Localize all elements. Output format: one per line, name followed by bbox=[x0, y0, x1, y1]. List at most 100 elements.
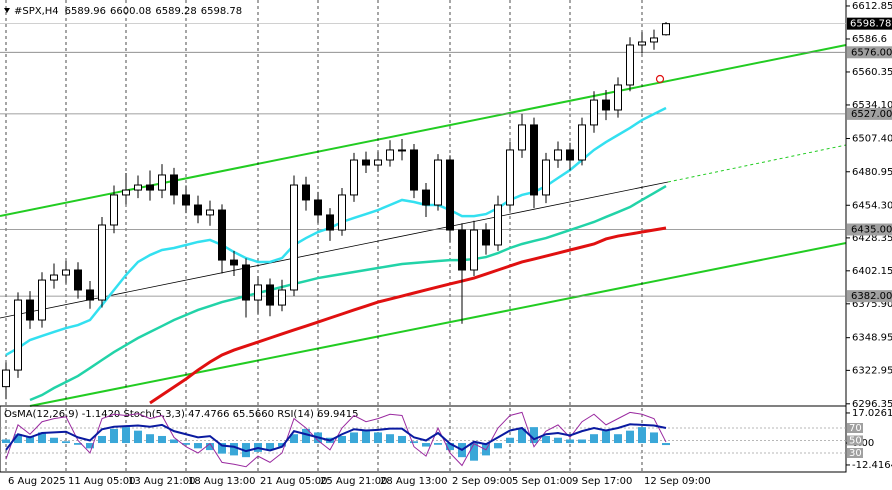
trendlines bbox=[0, 44, 847, 407]
header-icon bbox=[4, 8, 10, 13]
y-tick-label: 6428.35 bbox=[852, 233, 892, 244]
osma-bar bbox=[614, 434, 622, 444]
series-line bbox=[5, 423, 667, 453]
candle-body bbox=[14, 299, 22, 371]
candle-body bbox=[626, 44, 634, 86]
x-tick-label: 9 Sep 17:00 bbox=[572, 476, 632, 487]
osma-bar bbox=[386, 434, 394, 444]
candle-body bbox=[494, 204, 502, 246]
y-tick-label: 6480.95 bbox=[852, 167, 892, 178]
candle-body bbox=[122, 189, 130, 196]
candle-body bbox=[110, 194, 118, 226]
candle-body bbox=[362, 159, 370, 166]
osma-bar bbox=[518, 428, 526, 444]
osma-bar bbox=[194, 443, 202, 449]
candle-body bbox=[350, 159, 358, 196]
candle-body bbox=[230, 259, 238, 266]
osma-bar bbox=[98, 435, 106, 444]
candle-body bbox=[74, 269, 82, 291]
candle-body bbox=[182, 194, 190, 206]
alert-marker bbox=[655, 74, 665, 84]
candle-body bbox=[566, 149, 574, 161]
candle-body bbox=[554, 149, 562, 161]
candle-body bbox=[398, 149, 406, 152]
x-tick-label: 13 Aug 21:00 bbox=[128, 476, 195, 487]
price-label-box bbox=[847, 17, 892, 30]
y2-tick-label: 50 bbox=[849, 436, 862, 447]
level-label: 6576.00 bbox=[851, 47, 892, 58]
osma-bar bbox=[302, 428, 310, 444]
osma-bar bbox=[398, 435, 406, 444]
y-tick-label: 6375.90 bbox=[852, 299, 892, 310]
candle-body bbox=[518, 124, 526, 151]
x-tick-label: 25 Aug 21:00 bbox=[320, 476, 387, 487]
candle-body bbox=[614, 84, 622, 111]
candle-body bbox=[302, 184, 310, 201]
candle-body bbox=[158, 174, 166, 191]
osma-bar bbox=[266, 443, 274, 451]
candle-body bbox=[506, 149, 514, 206]
y-tick-label: 6296.35 bbox=[852, 399, 892, 410]
level-label-box bbox=[847, 290, 892, 303]
osma-bar bbox=[662, 443, 670, 446]
y2-tick-box bbox=[847, 435, 863, 446]
candle-body bbox=[482, 229, 490, 246]
candle-body bbox=[374, 159, 382, 166]
osma-bar bbox=[542, 435, 550, 444]
candle-body bbox=[86, 289, 94, 301]
candle-body bbox=[134, 184, 142, 191]
channel-lower bbox=[29, 242, 847, 407]
last-high: 6600.08 bbox=[110, 6, 151, 17]
osma-bar bbox=[422, 443, 430, 447]
y-tick-label: 6586.6 bbox=[852, 34, 887, 45]
level-label: 6435.00 bbox=[851, 225, 892, 236]
x-tick-label: 6 Aug 2025 bbox=[8, 476, 66, 487]
series-line bbox=[5, 106, 667, 357]
osma-bar bbox=[638, 427, 646, 444]
osma-bar bbox=[566, 439, 574, 444]
y-tick-label: 6507.40 bbox=[852, 134, 892, 145]
candle-body bbox=[470, 229, 478, 271]
candle-body bbox=[662, 23, 670, 36]
y2-tick-box bbox=[847, 448, 863, 458]
osma-bar bbox=[590, 434, 598, 444]
osma-bar bbox=[62, 441, 70, 444]
price-label: 6598.78 bbox=[850, 19, 891, 30]
chart-header: #SPX,H4 6589.96 6600.08 6589.28 6598.78 bbox=[14, 6, 242, 17]
osma-bar bbox=[182, 443, 190, 445]
osma-bar bbox=[86, 443, 94, 449]
osma-bar bbox=[110, 428, 118, 444]
candle-body bbox=[98, 224, 106, 301]
osma-bar bbox=[350, 432, 358, 444]
x-tick-label: 5 Sep 01:00 bbox=[512, 476, 572, 487]
candle-body bbox=[326, 214, 334, 231]
candle-body bbox=[218, 209, 226, 261]
osma-bar bbox=[290, 434, 298, 444]
candle-body bbox=[650, 37, 658, 43]
osma-bar bbox=[146, 434, 154, 444]
candle-body bbox=[146, 184, 154, 191]
x-tick-label: 28 Aug 13:00 bbox=[380, 476, 447, 487]
series-line bbox=[29, 184, 667, 402]
candle-body bbox=[542, 159, 550, 196]
y-tick-label: 6612.85 bbox=[852, 1, 892, 12]
candle-body bbox=[422, 189, 430, 206]
level-label-box bbox=[847, 223, 892, 236]
candle-body bbox=[194, 204, 202, 216]
candle-body bbox=[38, 279, 46, 321]
candle-body bbox=[386, 149, 394, 161]
candle-body bbox=[242, 264, 250, 301]
y2-tick-label: 70 bbox=[849, 423, 862, 434]
candle-body bbox=[458, 229, 466, 271]
candle-body bbox=[590, 99, 598, 126]
candle-body bbox=[446, 159, 454, 231]
osma-bar bbox=[650, 432, 658, 444]
candle-body bbox=[338, 194, 346, 231]
osma-bar bbox=[578, 439, 586, 444]
y-tick-label: 6560.35 bbox=[852, 67, 892, 78]
y2-tick-label: 30 bbox=[849, 448, 862, 459]
last-low: 6589.28 bbox=[155, 6, 196, 17]
osma-bar bbox=[170, 439, 178, 444]
osma-bar bbox=[2, 439, 10, 444]
